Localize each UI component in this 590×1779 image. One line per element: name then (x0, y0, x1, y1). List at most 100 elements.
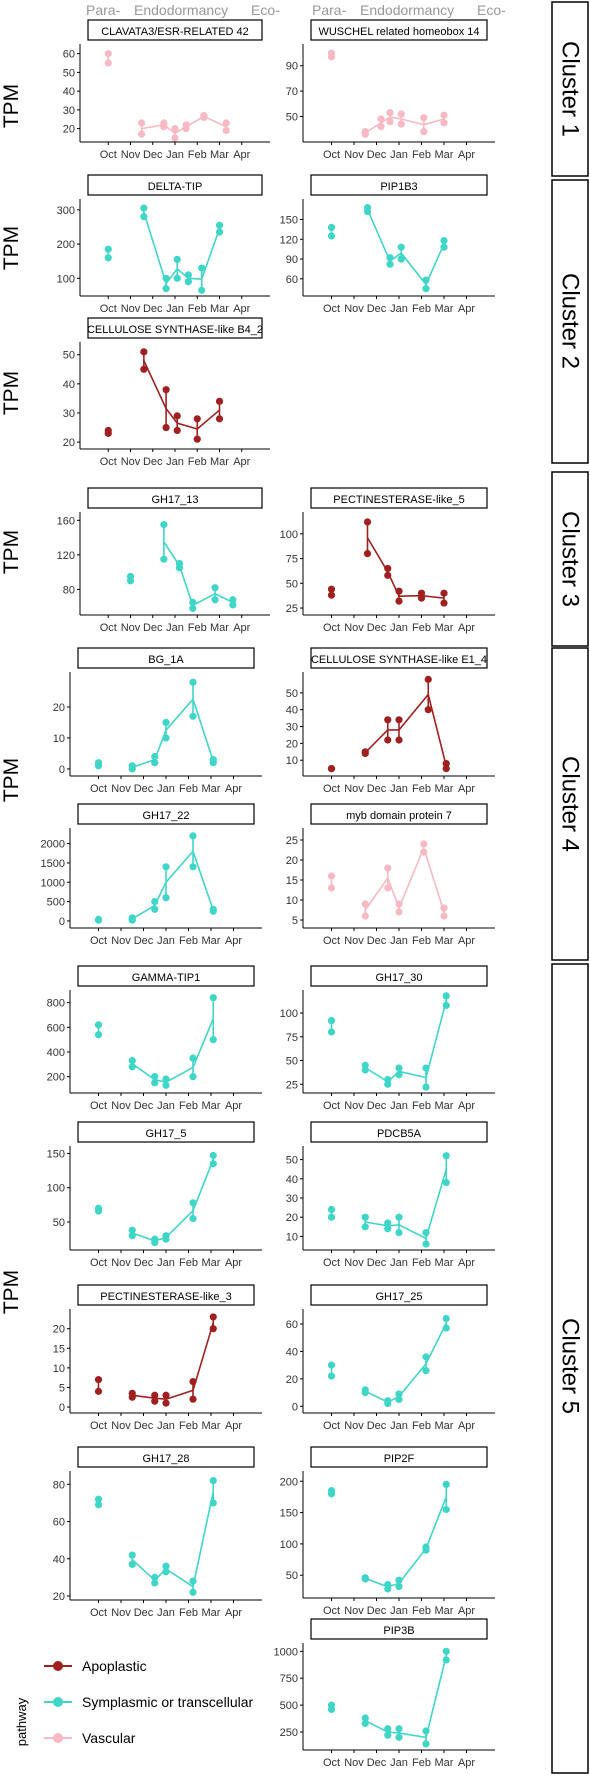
data-point (182, 121, 190, 129)
x-tick-label: Oct (90, 935, 107, 947)
y-tick-label: 40 (63, 86, 75, 98)
data-point (377, 122, 385, 131)
y-tick-label: 5 (59, 1382, 65, 1394)
x-tick-label: Apr (458, 1420, 475, 1432)
data-point (384, 1725, 392, 1733)
x-tick-label: Dec (367, 783, 387, 795)
x-tick-label: Feb (179, 1420, 198, 1432)
data-point (327, 585, 336, 593)
data-point (361, 1223, 369, 1231)
y-tick-label: 0 (59, 764, 65, 776)
chart-panel: myb domain protein 7 5 10 15 20 25 Oct Nov Dec Ja… (286, 803, 495, 947)
data-point (384, 1731, 392, 1739)
x-tick-label: Mar (210, 149, 229, 161)
chart-panel: GH17_30 25 50 75 100 Oct Nov Dec Jan Feb Mar Apr (280, 965, 495, 1112)
data-point (327, 1028, 336, 1036)
data-point (215, 415, 224, 423)
y-tick-label: 30 (63, 408, 75, 420)
data-point (209, 1036, 217, 1044)
data-point (440, 904, 448, 912)
x-tick-label: Dec (143, 149, 163, 161)
y-tick-label: 20 (53, 1324, 65, 1336)
panel-title-box (310, 647, 488, 669)
series-line (143, 360, 221, 430)
x-tick-label: Feb (412, 622, 431, 634)
data-point (442, 1480, 450, 1488)
y-tick-label: 1000 (41, 877, 65, 889)
y-tick-label: 50 (286, 688, 298, 700)
y-tick-label: 60 (286, 274, 298, 286)
x-tick-label: Oct (323, 783, 340, 795)
data-point (442, 765, 450, 773)
data-point (440, 119, 448, 127)
data-point (104, 59, 112, 67)
data-point (361, 1714, 369, 1722)
x-tick-label: Apr (458, 1257, 475, 1269)
data-point (442, 1179, 450, 1187)
series-line (365, 1168, 448, 1240)
data-point (104, 426, 112, 435)
y-tick-label: 250 (280, 1727, 298, 1739)
y-tick-label: 75 (286, 554, 298, 566)
data-point (361, 748, 369, 756)
panel-title-box (87, 487, 263, 509)
data-point (417, 589, 426, 597)
y-tick-label: 0 (59, 1402, 65, 1414)
x-tick-label: Mar (435, 622, 454, 634)
data-point (395, 1725, 403, 1733)
x-tick-label: Apr (225, 783, 242, 795)
data-point (395, 1071, 403, 1079)
x-tick-label: Apr (458, 149, 475, 161)
x-tick-label: Jan (157, 1420, 175, 1432)
panel-title: GH17_5 (146, 1128, 187, 1140)
x-tick-label: Nov (344, 1420, 364, 1432)
y-tick-label: 30 (63, 105, 75, 117)
x-tick-label: Dec (134, 1607, 154, 1619)
x-tick-label: Dec (143, 622, 163, 634)
data-point (184, 278, 192, 286)
data-point (442, 1152, 450, 1160)
data-point (327, 765, 336, 773)
x-tick-label: Apr (225, 1420, 242, 1432)
data-point (162, 718, 170, 727)
series-line (131, 1159, 214, 1242)
x-tick-label: Jan (166, 303, 184, 315)
data-point (327, 872, 336, 880)
y-tick-label: 400 (47, 1047, 65, 1059)
x-tick-label: Feb (179, 783, 198, 795)
data-point (422, 276, 430, 284)
y-tick-label: 50 (286, 1570, 298, 1582)
y-tick-label: 40 (53, 1554, 65, 1566)
data-point (327, 223, 336, 231)
x-tick-label: Jan (157, 1100, 175, 1112)
x-tick-label: Oct (323, 303, 340, 315)
y-tick-label: 30 (286, 1193, 298, 1205)
data-point (138, 119, 146, 127)
data-point (327, 591, 336, 599)
chart-panel: CELLULOSE SYNTHASE-like B4_2 20 30 40 50 Oct N… (63, 317, 270, 468)
y-tick-label: 10 (286, 895, 298, 907)
y-tick-label: 150 (47, 1148, 65, 1160)
y-tick-label: 150 (280, 214, 298, 226)
header-para-left: Para- (86, 2, 121, 18)
data-point (173, 412, 181, 420)
panel-title: GH17_13 (151, 494, 198, 506)
data-point (440, 236, 448, 245)
data-point (94, 1021, 103, 1029)
x-tick-label: Nov (344, 303, 364, 315)
data-point (173, 426, 181, 435)
x-tick-label: Dec (143, 456, 163, 468)
data-point (140, 204, 148, 212)
panel-title-box (310, 487, 488, 509)
y-tick-label: 150 (280, 1508, 298, 1520)
data-point (198, 264, 206, 272)
y-tick-label: 600 (47, 1022, 65, 1034)
series-line (364, 1496, 447, 1588)
header-eco-right: Eco- (477, 2, 506, 18)
series-line (364, 692, 448, 767)
data-point (384, 571, 392, 579)
data-point (104, 245, 112, 253)
x-tick-label: Jan (390, 935, 408, 947)
x-tick-label: Oct (323, 1100, 340, 1112)
series-line (141, 115, 227, 135)
